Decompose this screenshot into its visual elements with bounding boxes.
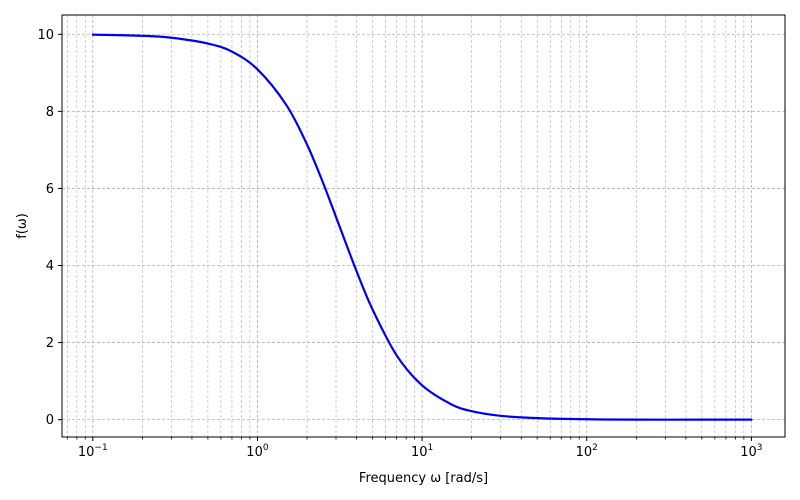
- y-tick-label: 4: [46, 259, 54, 274]
- y-tick-label: 10: [37, 28, 54, 43]
- y-tick-label: 6: [46, 182, 54, 197]
- x-tick-label: 100: [246, 443, 269, 460]
- y-tick-label: 2: [46, 336, 54, 351]
- axis-ticks: 10−1 100 101 102 103 0 2 4 6 8 10: [37, 28, 762, 460]
- x-tick-label: 103: [740, 443, 762, 460]
- x-axis-label: Frequency ω [rad/s]: [359, 471, 488, 486]
- grid: [62, 15, 785, 437]
- x-tick-label: 102: [576, 443, 598, 460]
- x-tick-label: 10−1: [78, 443, 108, 460]
- y-tick-label: 8: [46, 105, 54, 120]
- x-tick-label: 101: [411, 443, 433, 460]
- plot-frame: [61, 14, 786, 438]
- y-tick-label: 0: [46, 413, 54, 428]
- series-line: [91, 33, 753, 421]
- y-axis-label: f(ω): [15, 213, 30, 239]
- series-layer: [91, 33, 753, 421]
